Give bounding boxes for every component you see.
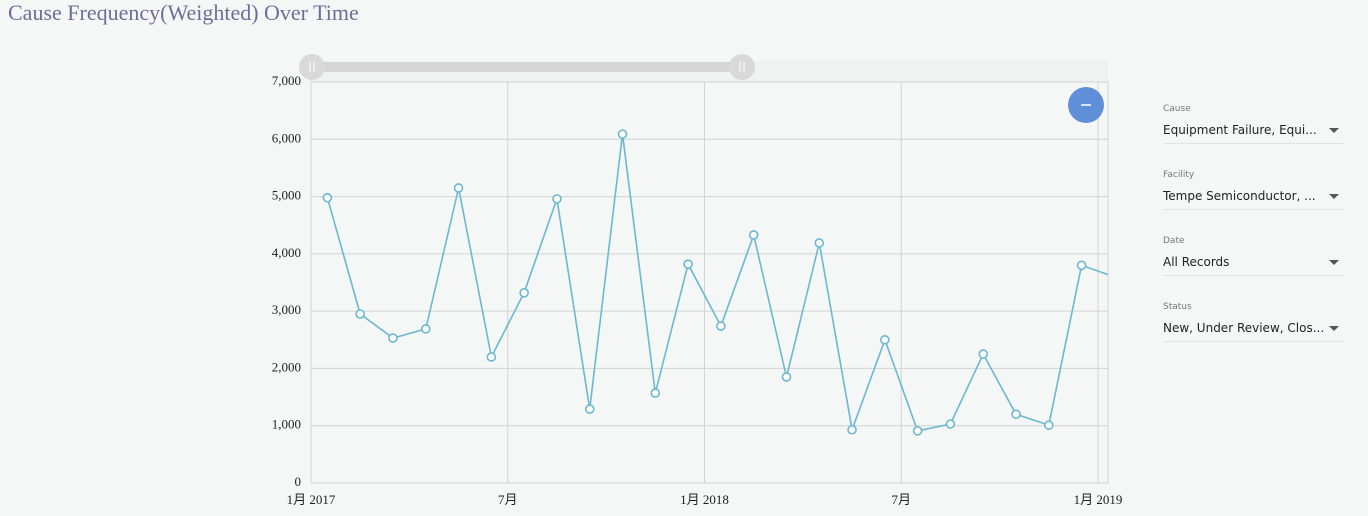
- series: [322, 129, 1118, 436]
- point: [552, 194, 562, 204]
- x-tick-label: 1月 2019: [1074, 492, 1123, 507]
- point: [847, 424, 857, 435]
- point: [388, 333, 398, 343]
- point: [617, 129, 628, 139]
- point: [716, 321, 726, 331]
- filter-label: Status: [1163, 302, 1192, 312]
- slider-handle[interactable]: [729, 54, 755, 80]
- point: [683, 259, 693, 269]
- y-tick-label: 2,000: [272, 359, 301, 374]
- y-tick-label: 7,000: [272, 73, 301, 88]
- point: [584, 404, 595, 414]
- filter-value[interactable]: All Records: [1163, 255, 1343, 276]
- line: [326, 133, 1108, 433]
- point: [453, 183, 464, 193]
- point: [1076, 260, 1087, 271]
- slider-range[interactable]: [318, 62, 742, 72]
- point: [420, 324, 431, 334]
- point: [1044, 420, 1054, 430]
- filter[interactable]: Status New, Under Review, Clos...: [1163, 302, 1343, 364]
- plot-frame: [310, 81, 1109, 484]
- point: [978, 349, 989, 359]
- filter-value[interactable]: Tempe Semiconductor, ...: [1163, 189, 1343, 210]
- x-tick-label: 1月 2017: [287, 492, 336, 507]
- filter[interactable]: Date All Records: [1163, 236, 1343, 298]
- filter-label: Facility: [1163, 170, 1195, 180]
- point: [355, 309, 365, 319]
- y-tick-label: 1,000: [272, 417, 301, 432]
- filter-label: Cause: [1163, 104, 1191, 114]
- slider-handle[interactable]: [299, 54, 325, 80]
- point: [748, 230, 759, 240]
- point: [1011, 409, 1021, 420]
- y-tick-label: 3,000: [272, 302, 301, 317]
- chart: Cause Frequency(Weighted) Over Time 0 1,0…: [8, 0, 1123, 507]
- filter-value[interactable]: Equipment Failure, Equi...: [1163, 123, 1343, 144]
- y-tick-label: 5,000: [272, 188, 301, 203]
- point: [322, 192, 333, 203]
- filter-label: Date: [1163, 236, 1185, 246]
- x-tick-label: 7月: [498, 492, 518, 507]
- point: [945, 419, 956, 429]
- filter[interactable]: Cause Equipment Failure, Equi...: [1163, 104, 1343, 166]
- point: [912, 426, 923, 436]
- filter[interactable]: Facility Tempe Semiconductor, ...: [1163, 170, 1343, 232]
- point: [650, 388, 661, 398]
- point: [781, 372, 792, 382]
- y-tick-label: 6,000: [272, 130, 301, 145]
- y-tick-label: 0: [295, 474, 302, 489]
- handle-grip: [309, 62, 745, 72]
- x-tick-label: 7月: [891, 492, 911, 507]
- x-tick-label: 1月 2018: [680, 492, 729, 507]
- y-tick-label: 4,000: [272, 245, 301, 260]
- chart-title: Cause Frequency(Weighted) Over Time: [8, 0, 359, 25]
- point: [486, 352, 497, 362]
- point: [1110, 273, 1118, 281]
- point: [880, 334, 890, 345]
- filter-value[interactable]: New, Under Review, Clos...: [1163, 321, 1343, 342]
- point: [814, 238, 825, 248]
- point: [519, 288, 529, 298]
- filter-panel: Cause Equipment Failure, Equi... Facility T…: [1163, 100, 1343, 364]
